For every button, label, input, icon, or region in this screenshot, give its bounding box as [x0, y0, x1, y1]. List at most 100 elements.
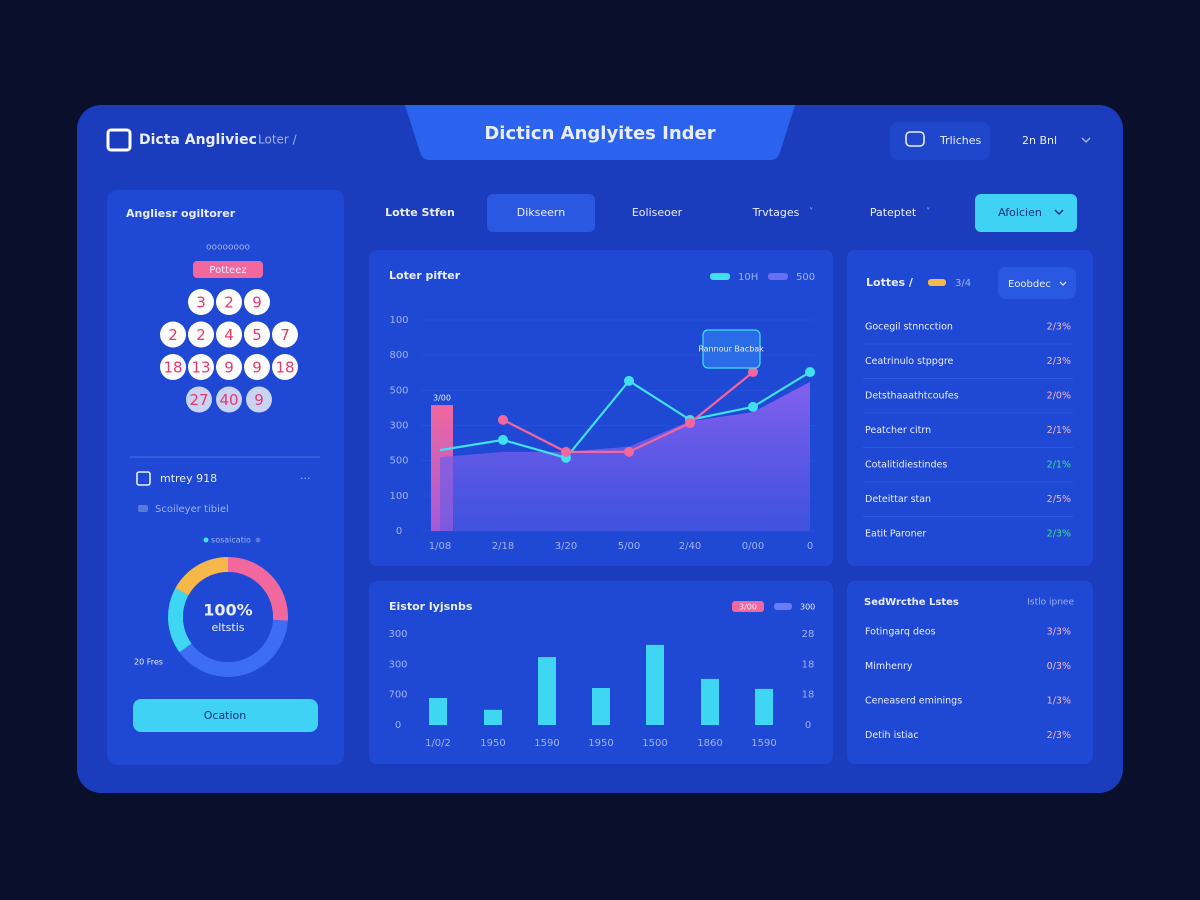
top-list-caret [1059, 281, 1067, 286]
badge-label: Potteez [209, 265, 246, 276]
y-tick-label: 0 [396, 526, 402, 537]
row-value: 2/3% [1047, 529, 1071, 540]
point [498, 434, 508, 445]
row-value: 1/3% [1047, 696, 1071, 707]
ball [160, 321, 186, 348]
top-list-title: Lottes / [866, 276, 914, 289]
tab[interactable]: Dikseern [517, 206, 565, 219]
chat-icon [905, 131, 925, 147]
ball [160, 354, 186, 380]
point [498, 414, 508, 425]
bottom-list-aside: Istlo ipnee [1027, 598, 1074, 608]
legend-label: 3/00 [739, 603, 757, 612]
y-tick-label: 100 [389, 491, 408, 502]
legend-swatch [710, 273, 730, 280]
y2-tick-label: 28 [802, 629, 815, 640]
x-tick-label: 2/40 [679, 541, 701, 552]
ball-number: 9 [224, 359, 234, 377]
top-list-button[interactable] [998, 267, 1076, 299]
ball [216, 289, 242, 315]
ball [216, 386, 242, 413]
y2-tick-label: 18 [802, 690, 815, 701]
donut-caption: sosaicatio [211, 536, 251, 545]
donut [168, 557, 288, 677]
ball-number: 18 [275, 359, 294, 377]
bar [429, 698, 447, 725]
legend-swatch [138, 505, 148, 512]
x-tick-label: 1860 [697, 738, 722, 749]
point [685, 418, 695, 429]
annotation-box [702, 329, 761, 369]
line-chart-title: Loter pifter [389, 269, 461, 282]
x-tick-label: 2/18 [492, 541, 514, 552]
y-tick-label: 300 [389, 421, 408, 432]
sidebar-button-label: Ocation [204, 709, 247, 722]
row-value: 0/3% [1047, 661, 1071, 672]
ball [188, 289, 214, 315]
donut-segment [228, 557, 288, 621]
ball [244, 289, 270, 315]
ball [188, 354, 214, 380]
bar-label: 3/00 [433, 394, 451, 403]
caption-dot [255, 537, 261, 543]
donut-center: 100% [203, 601, 252, 620]
section-more[interactable]: ··· [300, 472, 311, 485]
donut-segment [168, 588, 192, 653]
tab-caret: ˅ [809, 208, 814, 218]
row-label: Fotingarq deos [865, 627, 936, 638]
breadcrumb[interactable]: Loter / [258, 133, 298, 147]
sidebar-button[interactable] [133, 699, 318, 732]
caption-dot [203, 537, 209, 543]
user-caret [1081, 137, 1091, 144]
tab-active [487, 194, 595, 232]
ball [244, 354, 270, 380]
point [748, 401, 758, 412]
x-tick-label: 1590 [534, 738, 559, 749]
ball [272, 354, 298, 380]
point [624, 375, 634, 386]
action-label: Afolcien [998, 206, 1042, 219]
tab[interactable]: Pateptet [870, 206, 917, 219]
y-tick-label: 800 [389, 350, 408, 361]
sidebar-caption: oooooooo [206, 243, 251, 253]
point [561, 446, 571, 457]
row-label: Detsthaaathtcoufes [865, 391, 959, 402]
ball-number: 2 [224, 294, 234, 312]
legend-label: 300 [800, 603, 815, 612]
top-list: Gocegil stnncction 2/3% Ceatrinulo stppgre… [863, 322, 1073, 540]
point [805, 367, 815, 378]
tab[interactable]: Trvtages [752, 206, 800, 219]
sidebar-title: Angliesr ogiltorer [126, 207, 236, 220]
bar [538, 657, 556, 725]
bottom-list-panel [847, 581, 1093, 764]
x-tick-label: 5/00 [618, 541, 640, 552]
ball-number: 5 [252, 326, 262, 344]
ball-number: 2 [168, 326, 178, 344]
user-name[interactable]: 2n Bnl [1022, 134, 1057, 147]
logo-text: Dicta Angliviec [139, 132, 257, 148]
ball [246, 386, 272, 413]
row-value: 2/1% [1047, 460, 1071, 471]
y-tick-label: 500 [389, 385, 408, 396]
action-button[interactable] [975, 194, 1077, 232]
ball [216, 354, 242, 380]
section-icon [136, 471, 151, 486]
title: Dicticn Anglyites Inder [484, 123, 715, 144]
ball-number: 9 [252, 359, 262, 377]
y2-tick-label: 18 [802, 659, 815, 670]
donut-segment [175, 557, 228, 596]
ball [186, 386, 212, 413]
ball-number: 40 [219, 391, 238, 409]
x-tick-label: 1950 [480, 738, 505, 749]
ball-number: 18 [163, 359, 182, 377]
row-label: Peatcher citrn [865, 425, 931, 436]
donut-center-sub: eltstis [212, 621, 245, 634]
header-button-label: Trliches [939, 134, 982, 147]
top-list-panel [847, 250, 1093, 566]
tab[interactable]: Eoliseoer [632, 206, 683, 219]
tab[interactable]: Lotte Stfen [385, 206, 455, 219]
bottom-list: Fotingarq deos 3/3% Mimhenry 0/3% Ceneaserd … [865, 627, 1071, 742]
row-label: Detih istiac [865, 730, 919, 741]
ball-number: 9 [254, 391, 264, 409]
bar [701, 678, 719, 725]
